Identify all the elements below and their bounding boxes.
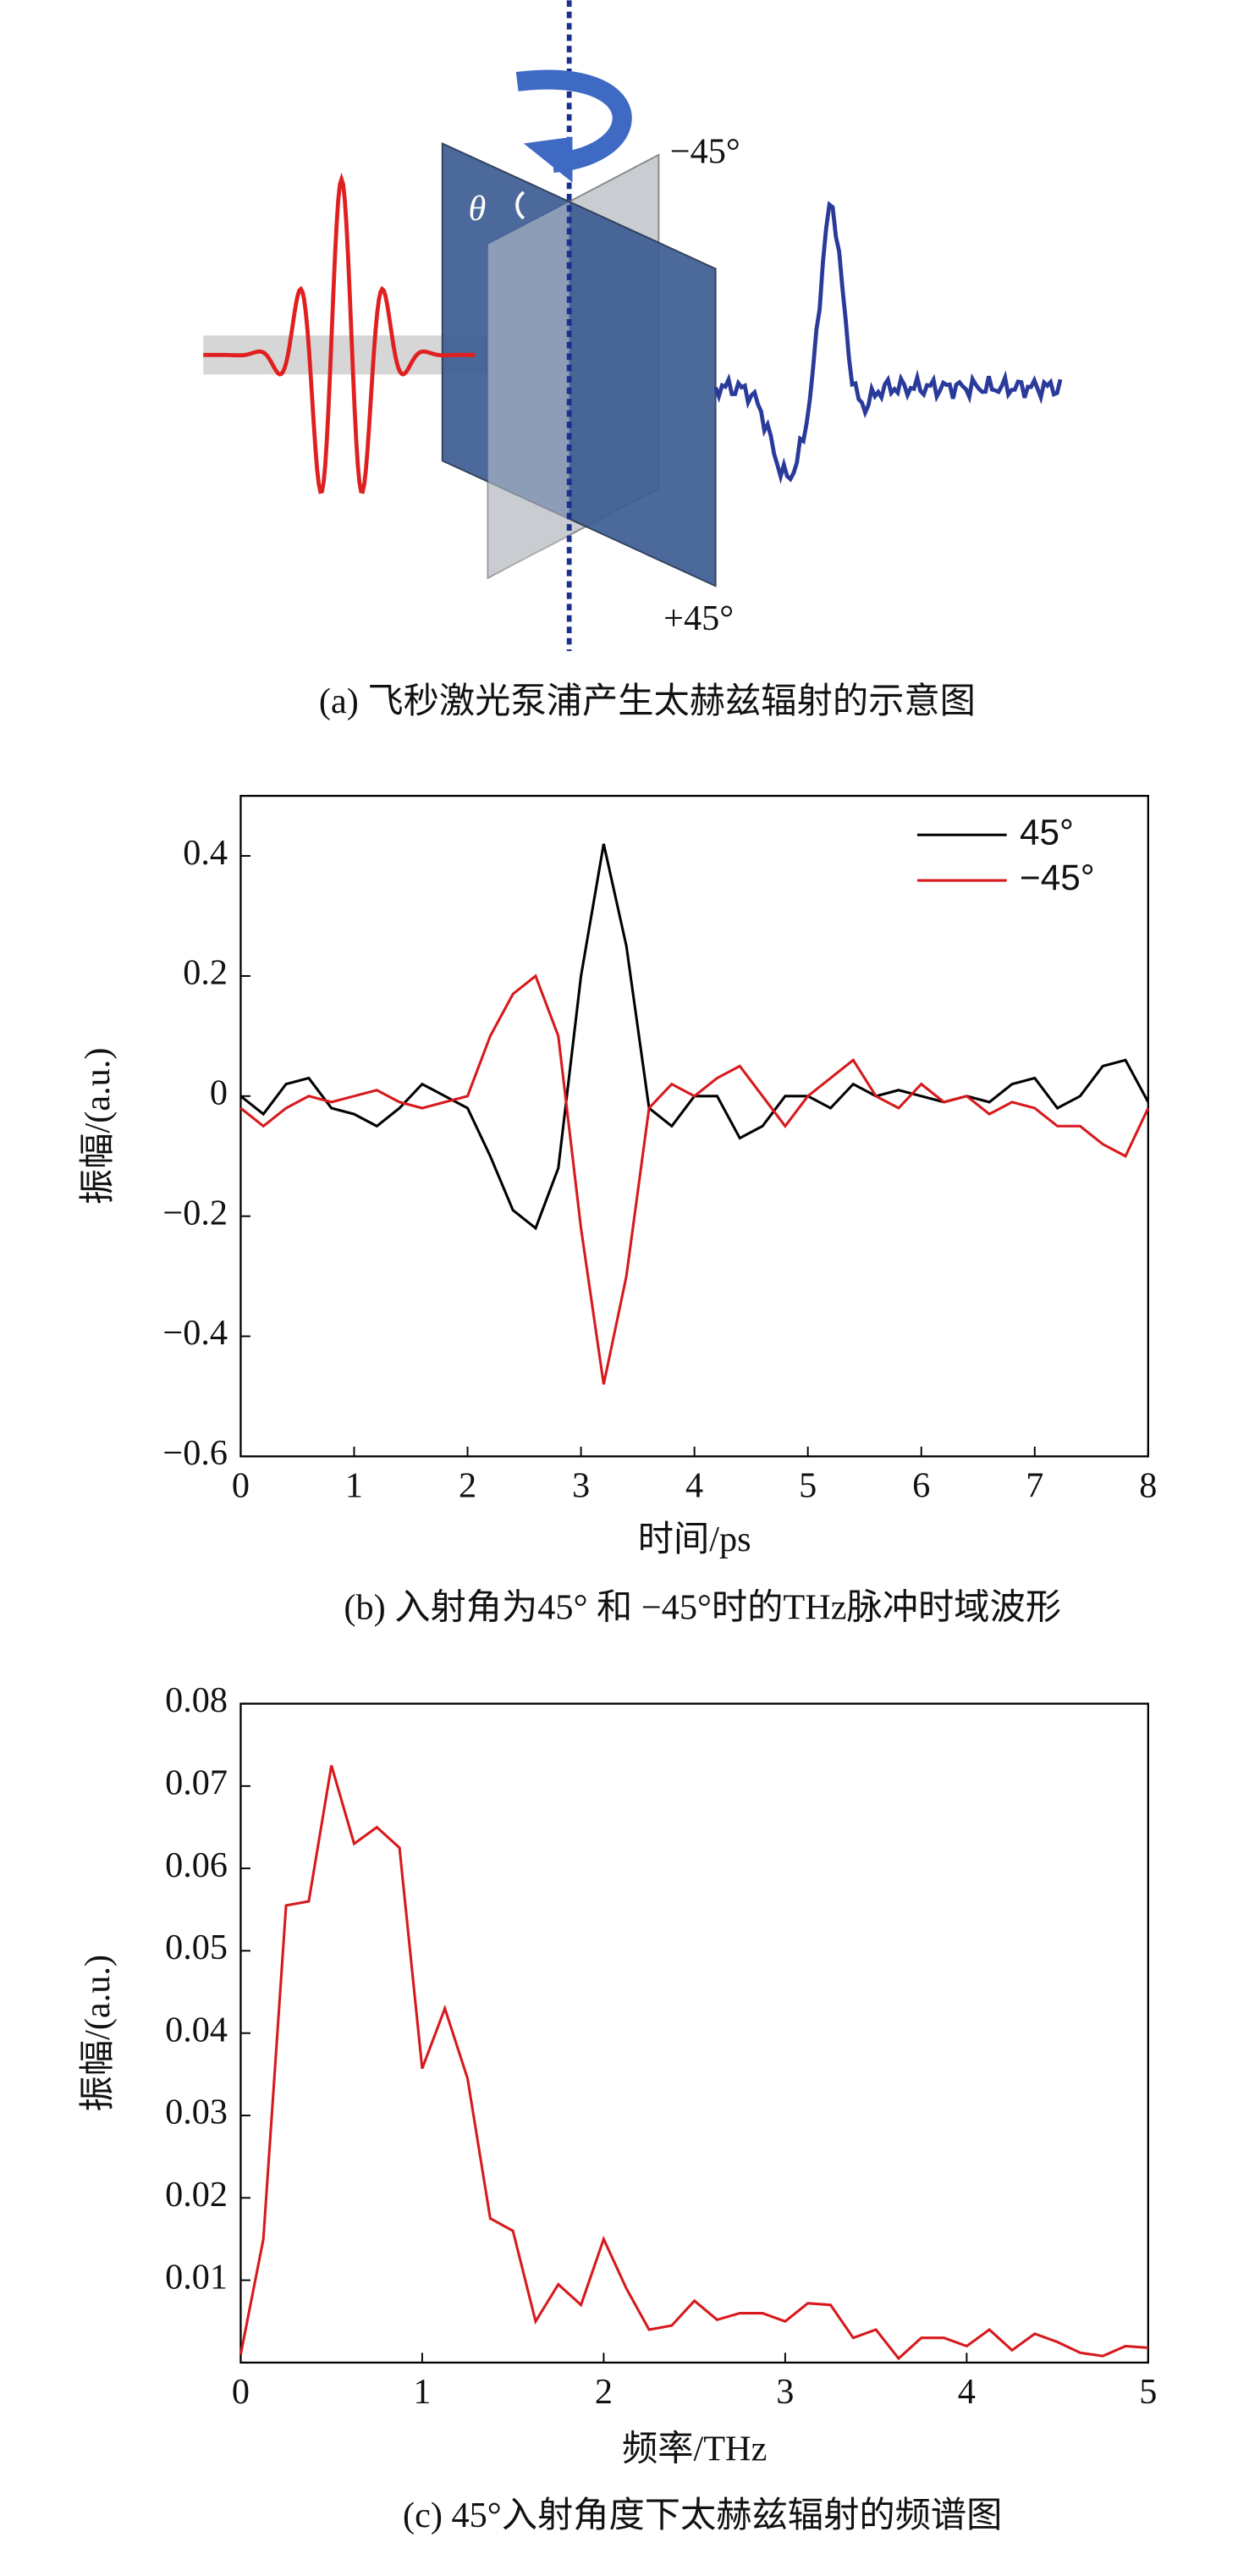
chart: 0 1 2 3 4 5 6 7 8 −0.6 −0.4 −0.2 0 0.2 0.4 时间/ps 振幅/(a.u… xyxy=(78,794,1157,1628)
y-tick-label: 0.01 xyxy=(165,2257,228,2297)
y-axis-label: 振幅/(a.u.) xyxy=(78,1048,118,1205)
arrow-head xyxy=(523,136,573,183)
label: −45° xyxy=(670,132,740,172)
caption: (b) 入射角为45° 和 −45°时的THz脉冲时域波形 xyxy=(344,1588,1061,1628)
y-tick-label: 0.04 xyxy=(165,2010,228,2049)
x-axis-label: 时间/ps xyxy=(638,1520,751,1559)
rotation-arrow xyxy=(515,69,632,174)
x-tick-label: 6 xyxy=(912,1466,930,1506)
chart: 0 1 2 3 4 5 0.01 0.02 0.03 0.04 0.05 0.06 0.07 0.08 频率… xyxy=(78,1680,1158,2535)
y-tick-label: −0.4 xyxy=(162,1313,228,1353)
x-tick-label: 5 xyxy=(1139,2372,1157,2412)
data-line xyxy=(239,1765,1148,2361)
y-tick-label: 0.4 xyxy=(183,833,228,873)
legend-label: 45° xyxy=(1020,812,1074,852)
caption: (a) 飞秒激光泵浦产生太赫兹辐射的示意图 xyxy=(319,681,976,721)
laser-pulse xyxy=(203,172,476,494)
x-tick-label: 2 xyxy=(595,2372,613,2412)
x-tick-label: 4 xyxy=(685,1466,703,1506)
x-tick-label: 1 xyxy=(345,1466,363,1506)
x-tick-label: 4 xyxy=(958,2372,976,2412)
y-tick-label: 0.05 xyxy=(165,1928,228,1967)
x-tick-label: 7 xyxy=(1026,1466,1043,1506)
caption: (c) 45°入射角度下太赫兹辐射的频谱图 xyxy=(403,2496,1002,2535)
y-tick-label: −0.2 xyxy=(162,1193,228,1233)
x-tick-label: 3 xyxy=(572,1466,590,1506)
y-tick-label: 0.06 xyxy=(165,1845,228,1885)
label: +45° xyxy=(663,598,734,638)
legend-label: −45° xyxy=(1020,858,1095,897)
y-axis-label: 振幅/(a.u.) xyxy=(78,1955,118,2111)
x-tick-label: 5 xyxy=(799,1466,817,1506)
y-tick-label: 0.02 xyxy=(165,2175,228,2215)
label: θ xyxy=(469,189,487,229)
data-line xyxy=(239,974,1150,1385)
plot-frame xyxy=(239,1702,1149,2364)
schematic: −45° +45° θ (a) 飞秒激光泵浦产生太赫兹辐射的示意图 xyxy=(203,0,1063,721)
y-tick-label: 0.2 xyxy=(183,953,228,993)
x-tick-label: 0 xyxy=(232,2372,250,2412)
x-axis-label: 频率/THz xyxy=(622,2429,767,2468)
thz-wave xyxy=(713,201,1063,484)
x-tick-label: 2 xyxy=(459,1466,476,1506)
y-tick-label: 0.03 xyxy=(165,2093,228,2132)
plate-overlap xyxy=(487,201,569,578)
y-tick-label: 0.07 xyxy=(165,1763,228,1803)
y-tick-label: −0.6 xyxy=(162,1433,228,1473)
x-tick-label: 3 xyxy=(776,2372,794,2412)
angle-arc xyxy=(515,190,525,220)
x-tick-label: 8 xyxy=(1139,1466,1157,1506)
data-line xyxy=(239,843,1150,1231)
y-tick-label: 0.08 xyxy=(165,1680,228,1720)
x-tick-label: 0 xyxy=(232,1466,250,1506)
x-tick-label: 1 xyxy=(413,2372,431,2412)
y-tick-label: 0 xyxy=(210,1073,228,1113)
